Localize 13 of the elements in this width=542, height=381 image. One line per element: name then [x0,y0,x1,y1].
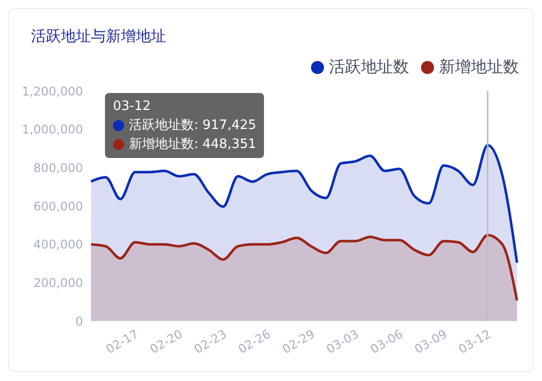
y-tick-label: 1,200,000 [22,84,83,98]
y-tick-label: 600,000 [33,199,83,214]
annotation: 新增地址数: 448,351 [129,136,256,154]
chart-title: 活跃地址与新增地址 [31,27,166,46]
y-tick-label: 800,000 [33,160,83,175]
legend-label: 活跃地址数 [328,57,409,78]
y-tick-label: 0 [75,314,83,328]
annotation: 03-12 [113,98,151,116]
y-tick-label: 200,000 [33,276,83,290]
legend-label: 新增地址数 [438,57,519,78]
y-tick-label: 400,000 [33,238,83,252]
annotation: 活跃地址数: 917,425 [129,117,256,135]
y-tick-label: 1,000,000 [22,122,83,137]
